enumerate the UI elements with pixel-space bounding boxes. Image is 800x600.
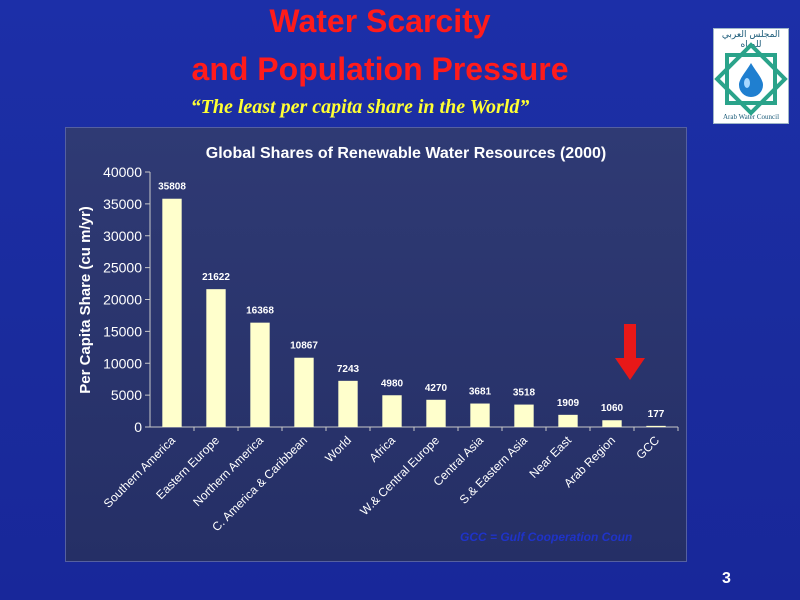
chart-title: Global Shares of Renewable Water Resourc… bbox=[206, 145, 606, 162]
slide-title-line2: and Population Pressure bbox=[191, 51, 569, 87]
data-label: 1060 bbox=[601, 403, 624, 414]
bar bbox=[250, 322, 270, 427]
data-label: 1909 bbox=[557, 398, 580, 409]
bar bbox=[602, 420, 622, 427]
data-label: 3681 bbox=[469, 387, 492, 398]
x-tick-label: W.& Central Europe bbox=[357, 433, 442, 518]
bar bbox=[558, 414, 578, 427]
x-tick-label: World bbox=[322, 433, 354, 465]
bar bbox=[514, 404, 534, 427]
y-tick-label: 5000 bbox=[111, 387, 142, 403]
slide-subtitle: “The least per capita share in the World… bbox=[190, 96, 530, 118]
bar-chart: Global Shares of Renewable Water Resourc… bbox=[77, 145, 679, 534]
data-label: 3518 bbox=[513, 388, 536, 399]
y-axis-label: Per Capita Share (cu m/yr) bbox=[77, 206, 94, 394]
y-tick-label: 15000 bbox=[103, 323, 142, 339]
bar bbox=[294, 357, 314, 427]
y-tick-label: 0 bbox=[134, 419, 142, 435]
bar bbox=[470, 403, 490, 427]
slide-title-line1: Water Scarcity bbox=[269, 3, 491, 39]
data-label: 21622 bbox=[202, 272, 230, 283]
data-label: 4270 bbox=[425, 383, 448, 394]
plot-area: 0 5000 10000 15000 20000 25000 30000 35000 40000… bbox=[101, 164, 679, 534]
water-drop-star-icon bbox=[714, 42, 788, 116]
data-label: 4980 bbox=[381, 378, 404, 389]
chart-panel: Global Shares of Renewable Water Resourc… bbox=[65, 127, 687, 562]
y-tick-label: 30000 bbox=[103, 228, 142, 244]
logo-english-text: Arab Water Council bbox=[722, 113, 780, 121]
data-label: 16368 bbox=[246, 306, 274, 317]
y-tick-label: 10000 bbox=[103, 355, 142, 371]
y-tick-label: 40000 bbox=[103, 164, 142, 180]
y-tick-label: 20000 bbox=[103, 292, 142, 308]
arab-water-council-logo: المجلس العربي للمياه Arab Water Council bbox=[713, 28, 789, 124]
footnote: GCC = Gulf Cooperation Coun bbox=[460, 530, 633, 544]
data-label: 177 bbox=[648, 409, 665, 420]
bar bbox=[338, 380, 358, 427]
y-tick-label: 35000 bbox=[103, 196, 142, 212]
bar bbox=[426, 399, 446, 427]
x-tick-label: Southern America bbox=[101, 433, 179, 511]
data-label: 10867 bbox=[290, 341, 318, 352]
x-tick-label: GCC bbox=[633, 433, 662, 462]
bar bbox=[162, 198, 182, 427]
page-number: 3 bbox=[722, 570, 731, 587]
x-tick-label: Africa bbox=[367, 433, 399, 465]
bar bbox=[206, 289, 226, 427]
bar bbox=[382, 395, 402, 427]
down-arrow-icon bbox=[615, 324, 645, 380]
data-label: 35808 bbox=[158, 182, 186, 193]
y-tick-label: 25000 bbox=[103, 260, 142, 276]
bar bbox=[646, 425, 666, 427]
data-label: 7243 bbox=[337, 364, 360, 375]
